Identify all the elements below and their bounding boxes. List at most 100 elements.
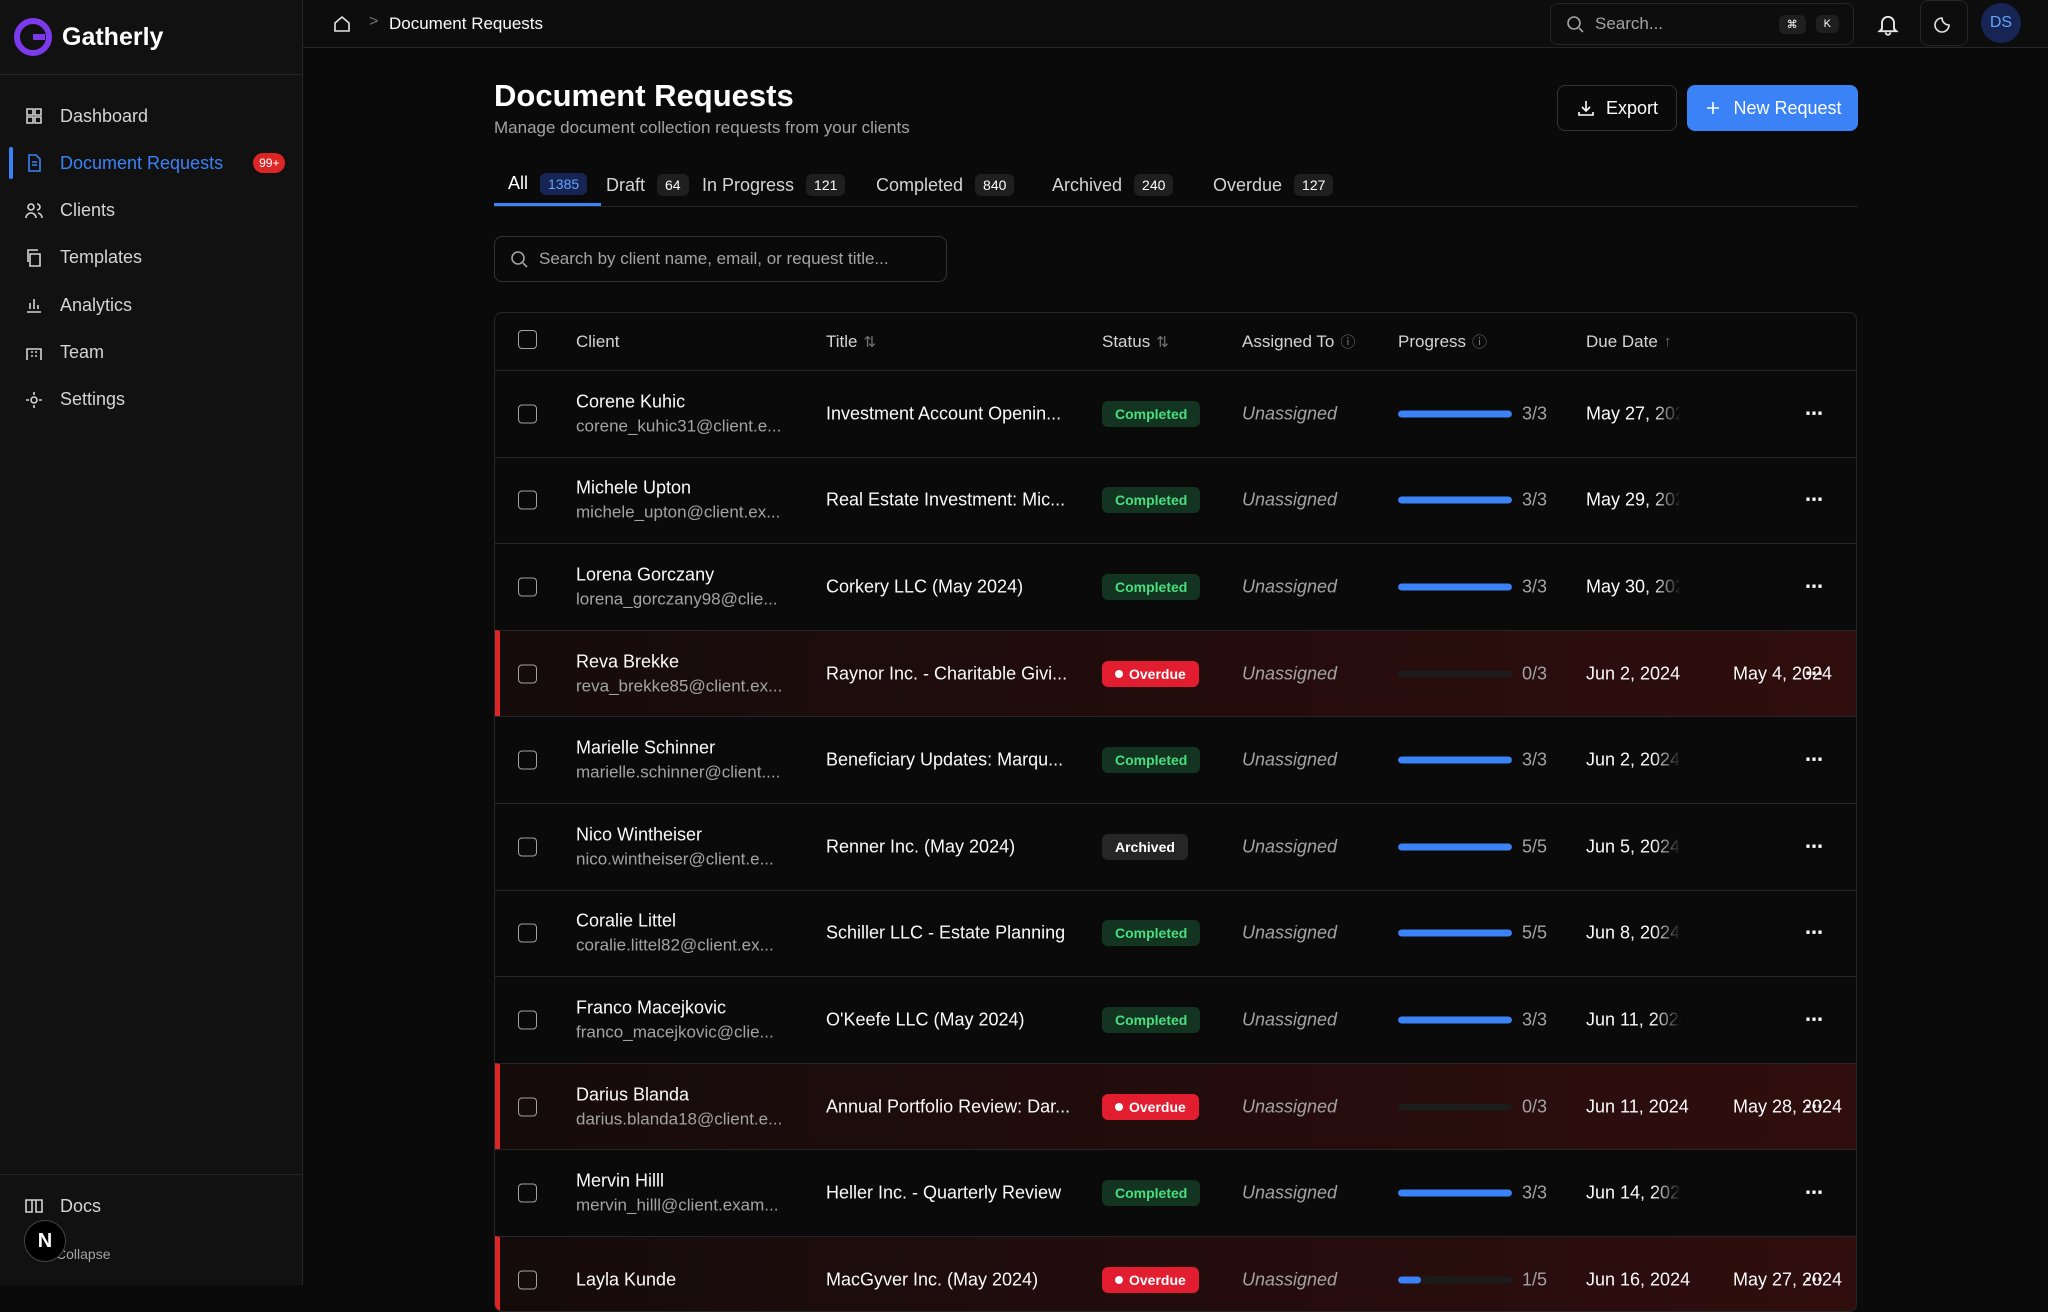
request-title: Real Estate Investment: Mic... xyxy=(826,489,1066,510)
collapse-button[interactable]: Collapse xyxy=(0,1232,302,1276)
status-label: Completed xyxy=(1115,405,1188,422)
table-search[interactable]: Search by client name, email, or request… xyxy=(494,236,947,282)
progress-count: 5/5 xyxy=(1522,836,1548,857)
due-date: Jun 8, 2024 xyxy=(1586,922,1681,943)
client-cell: Corene Kuhic corene_kuhic31@client.e... xyxy=(576,391,781,436)
row-actions[interactable]: ⋯ xyxy=(1805,403,1824,424)
table-row[interactable]: Corene Kuhic corene_kuhic31@client.e... In… xyxy=(495,370,1856,457)
row-actions[interactable]: ⋯ xyxy=(1805,489,1824,510)
docs-link[interactable]: Docs xyxy=(0,1184,302,1228)
new-request-button[interactable]: New Request xyxy=(1687,85,1858,131)
row-actions[interactable]: ⋯ xyxy=(1805,576,1824,597)
checkbox[interactable] xyxy=(518,330,537,349)
table-row[interactable]: Darius Blanda darius.blanda18@client.e...… xyxy=(495,1062,1856,1150)
progress-track xyxy=(1398,583,1512,591)
checkbox[interactable] xyxy=(518,1270,537,1290)
tab[interactable]: Archived 240 xyxy=(1038,164,1187,206)
column-header: Assigned To ⓘ xyxy=(1242,313,1355,370)
checkbox[interactable] xyxy=(518,577,537,597)
column-label: Title xyxy=(826,331,858,351)
brand: Gatherly xyxy=(0,0,302,75)
column-header[interactable]: Status ⇅ xyxy=(1102,313,1169,370)
status-badge: Completed xyxy=(1102,573,1201,600)
progress-track xyxy=(1398,410,1512,418)
checkbox[interactable] xyxy=(518,750,537,770)
assignee: Unassigned xyxy=(1242,403,1338,424)
nav-icon xyxy=(25,202,43,218)
request-title: Raynor Inc. - Charitable Givi... xyxy=(826,663,1068,684)
table-row[interactable]: Layla Kunde MacGyver Inc. (May 2024) Overd… xyxy=(495,1236,1856,1311)
table-row[interactable]: Reva Brekke reva_brekke85@client.ex... Ray… xyxy=(495,629,1856,717)
due-date: May 30, 2024 xyxy=(1586,576,1681,597)
topbar: > Document Requests Search... ⌘ K DS xyxy=(303,0,2048,48)
nav-item[interactable]: Dashboard xyxy=(0,94,302,138)
tabs-divider xyxy=(494,206,1858,207)
client-cell: Michele Upton michele_upton@client.ex... xyxy=(576,478,780,523)
column-header[interactable]: Title ⇅ xyxy=(826,313,876,370)
assignee: Unassigned xyxy=(1242,489,1338,510)
table-row[interactable]: Nico Wintheiser nico.wintheiser@client.e.… xyxy=(495,803,1856,890)
table-row[interactable]: Mervin Hilll mervin_hilll@client.exam... H… xyxy=(495,1149,1856,1236)
table-row[interactable]: Franco Macejkovic franco_macejkovic@clie.… xyxy=(495,976,1856,1063)
table-row[interactable]: Michele Upton michele_upton@client.ex... R… xyxy=(495,456,1856,544)
home-icon[interactable] xyxy=(332,14,352,34)
row-actions[interactable]: ⋯ xyxy=(1805,1182,1824,1203)
tab[interactable]: In Progress 121 xyxy=(688,164,859,206)
row-actions[interactable]: ⋯ xyxy=(1805,922,1824,943)
row-actions[interactable]: ⋯ xyxy=(1805,663,1824,684)
column-icon: ↑ xyxy=(1663,333,1672,350)
status-label: Overdue xyxy=(1129,1271,1186,1288)
nav-item[interactable]: Team xyxy=(0,331,302,375)
checkbox[interactable] xyxy=(518,404,537,424)
assignee: Unassigned xyxy=(1242,1269,1338,1290)
client-cell: Marielle Schinner marielle.schinner@clien… xyxy=(576,738,780,783)
client-email: mervin_hilll@client.exam... xyxy=(576,1195,779,1215)
checkbox[interactable] xyxy=(518,1097,537,1117)
status-label: Completed xyxy=(1115,1185,1188,1202)
nav-item[interactable]: Templates xyxy=(0,236,302,280)
global-search[interactable]: Search... ⌘ K xyxy=(1550,3,1854,45)
nav-icon xyxy=(27,299,41,313)
table-row[interactable]: Marielle Schinner marielle.schinner@clien… xyxy=(495,716,1856,803)
nav-item[interactable]: Analytics xyxy=(0,283,302,327)
status-dot xyxy=(1115,669,1123,678)
client-cell: Franco Macejkovic franco_macejkovic@clie.… xyxy=(576,997,774,1042)
checkbox[interactable] xyxy=(518,837,537,857)
request-title: Renner Inc. (May 2024) xyxy=(826,836,1016,857)
client-cell: Layla Kunde xyxy=(576,1269,676,1290)
progress-track xyxy=(1398,496,1512,504)
checkbox[interactable] xyxy=(518,923,537,943)
client-cell: Darius Blanda darius.blanda18@client.e... xyxy=(576,1084,782,1129)
column-label: Progress xyxy=(1398,331,1467,351)
tab[interactable]: Overdue 127 xyxy=(1199,164,1347,206)
checkbox[interactable] xyxy=(518,490,537,510)
row-actions[interactable]: ⋯ xyxy=(1805,1269,1824,1290)
tab[interactable]: Completed 840 xyxy=(862,164,1028,206)
avatar[interactable]: DS xyxy=(1981,3,2021,43)
checkbox[interactable] xyxy=(518,1183,537,1203)
progress-count: 0/3 xyxy=(1522,663,1548,684)
column-header[interactable]: Due Date ↑ xyxy=(1586,313,1671,370)
row-actions[interactable]: ⋯ xyxy=(1805,749,1824,770)
nav-item[interactable]: Document Requests 99+ xyxy=(0,141,302,185)
checkbox[interactable] xyxy=(518,664,537,684)
table-row[interactable]: Lorena Gorczany lorena_gorczany98@clie...… xyxy=(495,543,1856,630)
row-actions[interactable]: ⋯ xyxy=(1805,1009,1824,1030)
dev-indicator[interactable]: N xyxy=(24,1220,66,1262)
tab[interactable]: All 1385 xyxy=(494,164,602,206)
row-actions[interactable]: ⋯ xyxy=(1805,1096,1824,1117)
nav-item[interactable]: Clients xyxy=(0,189,302,233)
tab[interactable]: Draft 64 xyxy=(592,164,703,206)
nav-item[interactable]: Settings xyxy=(0,378,302,422)
progress-bar xyxy=(1398,843,1512,851)
checkbox[interactable] xyxy=(518,1010,537,1030)
table-row[interactable]: Coralie Littel coralie.littel82@client.ex… xyxy=(495,889,1856,977)
column-icon: ⇅ xyxy=(1156,333,1169,351)
nav-badge: 99+ xyxy=(253,153,286,174)
notifications[interactable] xyxy=(1876,12,1900,36)
export-button[interactable]: Export xyxy=(1557,85,1677,131)
column-header[interactable]: Client xyxy=(576,313,619,370)
theme-toggle[interactable] xyxy=(1920,0,1968,46)
dev-indicator-label: N xyxy=(37,1229,53,1252)
row-actions[interactable]: ⋯ xyxy=(1805,836,1824,857)
